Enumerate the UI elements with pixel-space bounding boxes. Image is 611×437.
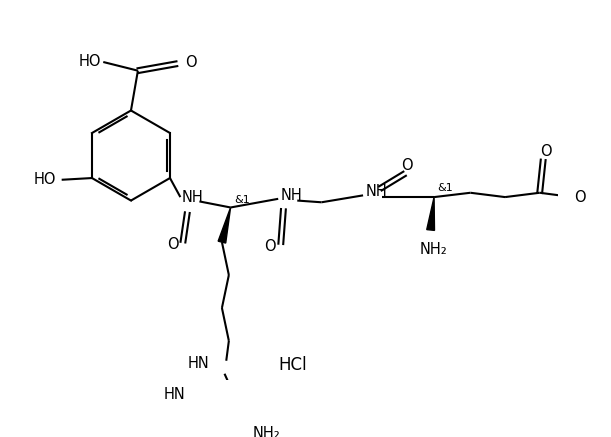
Text: &1: &1 [234, 195, 250, 205]
Text: O: O [401, 158, 413, 173]
Polygon shape [426, 197, 434, 230]
Text: O: O [265, 239, 276, 254]
Text: O: O [540, 144, 552, 159]
Text: &1: &1 [437, 184, 453, 194]
Text: O: O [574, 190, 586, 205]
Text: HN: HN [164, 387, 186, 402]
Text: NH: NH [181, 191, 203, 205]
Text: NH₂: NH₂ [252, 426, 280, 437]
Polygon shape [218, 208, 230, 243]
Text: HO: HO [78, 54, 101, 69]
Text: O: O [167, 237, 178, 252]
Text: HO: HO [34, 172, 56, 187]
Text: NH: NH [365, 184, 387, 199]
Text: NH: NH [280, 188, 302, 203]
Text: HN: HN [188, 356, 210, 371]
Text: O: O [185, 55, 196, 70]
Text: NH₂: NH₂ [419, 242, 447, 257]
Text: HCl: HCl [279, 356, 307, 374]
